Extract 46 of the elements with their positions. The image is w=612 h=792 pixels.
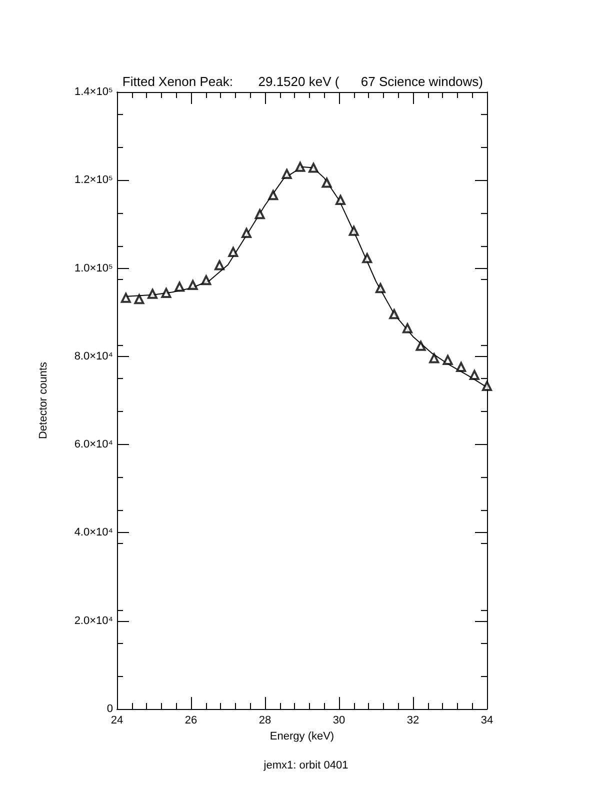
y-tick-label: 1.4×10⁵ <box>74 86 113 98</box>
point <box>134 294 144 304</box>
y-tick-label: 6.0×10⁴ <box>74 438 114 451</box>
point <box>242 228 252 238</box>
point <box>416 340 426 351</box>
y-tick-label: 8.0×10⁴ <box>74 350 114 362</box>
point <box>228 246 238 257</box>
point <box>389 309 400 320</box>
point <box>174 282 185 292</box>
point <box>429 353 440 364</box>
point <box>214 260 224 270</box>
point <box>120 292 131 303</box>
point <box>282 168 292 179</box>
point <box>442 354 453 365</box>
point <box>456 362 466 372</box>
x-tick-label: 24 <box>110 714 124 726</box>
x-axis-title: Energy (keV) <box>270 730 334 742</box>
x-tick-label: 32 <box>406 714 420 726</box>
point <box>254 209 265 220</box>
y-tick-label: 4.0×10⁴ <box>74 526 114 539</box>
y-tick-label: 0 <box>106 703 113 715</box>
point <box>375 283 386 294</box>
point <box>402 323 412 334</box>
point <box>322 178 332 188</box>
point <box>308 162 318 173</box>
point <box>161 288 172 298</box>
y-tick-label: 1.2×10⁵ <box>74 174 113 186</box>
point <box>188 280 198 290</box>
y-tick-label: 1.0×10⁵ <box>74 262 113 274</box>
point <box>268 190 278 200</box>
point <box>362 253 372 264</box>
point <box>469 370 480 380</box>
point <box>335 194 346 205</box>
x-tick-label: 28 <box>258 714 272 726</box>
point <box>295 162 306 172</box>
chart-title: Fitted Xenon Peak: 29.1520 keV ( 67 Science windows) <box>122 74 483 89</box>
x-tick-label: 26 <box>184 714 198 726</box>
y-axis-title: Detector counts <box>38 361 50 440</box>
point <box>201 275 212 286</box>
x-tick-label: 34 <box>480 714 494 726</box>
point <box>482 380 492 391</box>
x-tick-label: 30 <box>332 714 346 726</box>
text: jemx1: orbit 0401 <box>262 760 348 772</box>
point <box>348 226 359 236</box>
y-tick-label: 2.0×10⁴ <box>74 614 114 627</box>
point <box>148 288 158 299</box>
